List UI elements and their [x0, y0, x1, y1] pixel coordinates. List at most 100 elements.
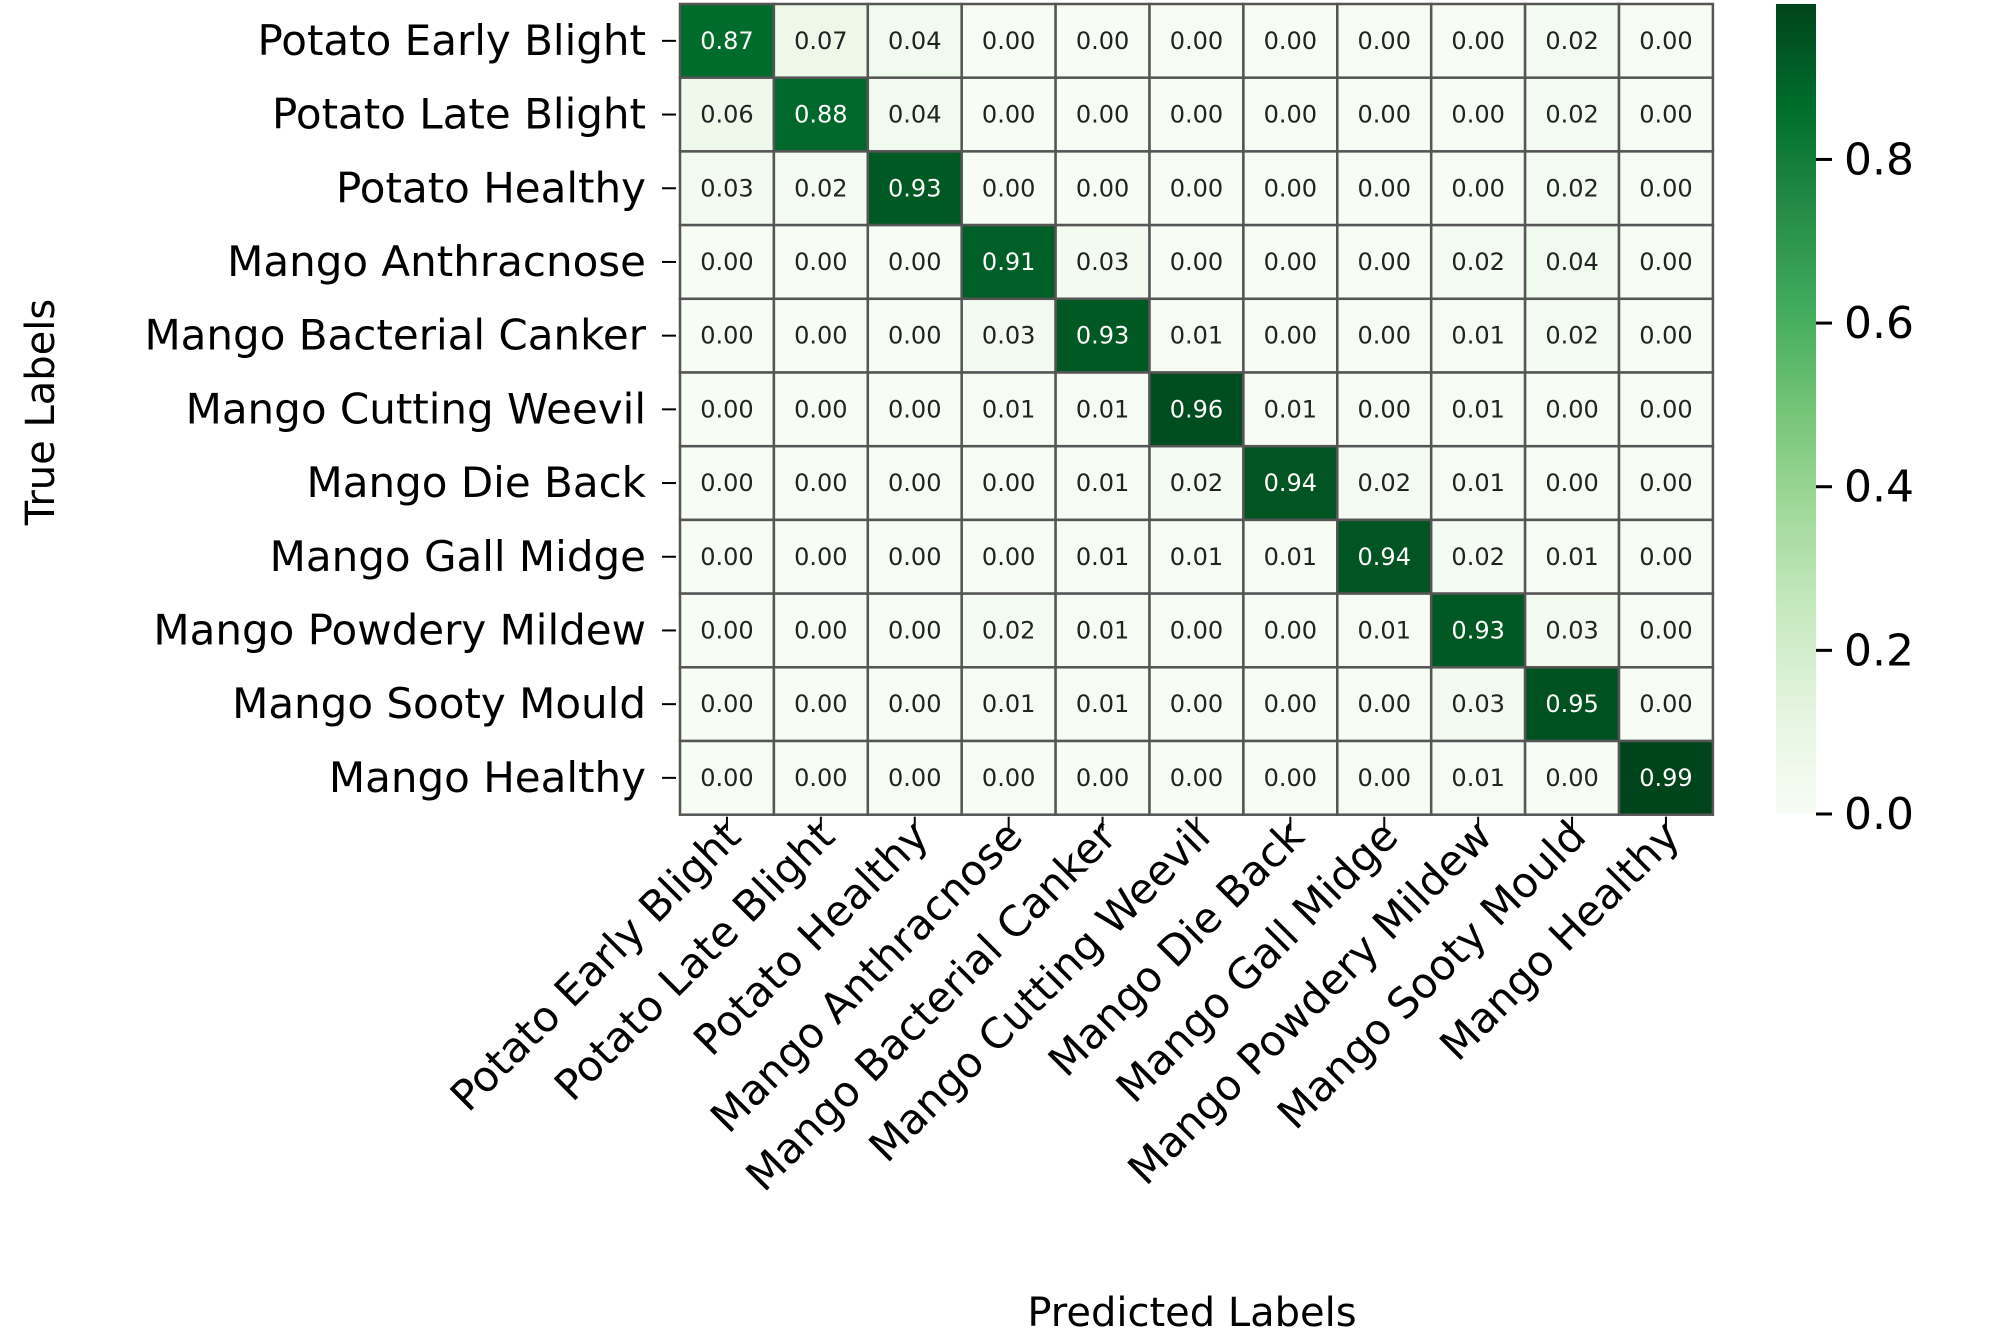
cell-value-label: 0.00	[1639, 395, 1692, 423]
cell-value-label: 0.00	[700, 395, 753, 423]
heatmap-cell	[678, 592, 776, 669]
heatmap-cell	[866, 76, 963, 153]
heatmap-cell	[1429, 371, 1527, 448]
cell-value-label: 0.00	[982, 469, 1035, 497]
heatmap-cell	[1523, 518, 1621, 595]
cell-value-label: 0.00	[888, 395, 941, 423]
cell-value-label: 0.00	[1358, 322, 1411, 350]
heatmap-cell	[1429, 223, 1527, 301]
cell-value-label: 0.02	[1358, 469, 1411, 497]
cell-value-label: 0.00	[700, 764, 753, 792]
cell-value-label: 0.00	[1358, 101, 1411, 129]
cell-value-label: 0.00	[1358, 27, 1411, 55]
cell-value-label: 0.01	[1076, 395, 1129, 423]
heatmap-cell	[866, 223, 963, 301]
heatmap-cell	[1148, 371, 1245, 448]
heatmap-cell	[1429, 444, 1527, 522]
cell-value-label: 0.00	[888, 616, 941, 644]
cell-value-label: 0.00	[1358, 248, 1411, 276]
cell-value-label: 0.00	[888, 248, 941, 276]
heatmap-cell	[1054, 666, 1151, 743]
cell-value-label: 0.00	[794, 764, 847, 792]
heatmap-cell	[866, 666, 963, 743]
heatmap-cell	[1148, 444, 1245, 522]
row-label: Mango Healthy	[329, 753, 646, 802]
cell-value-label: 0.00	[794, 395, 847, 423]
heatmap-cell	[1617, 150, 1715, 227]
cell-value-label: 0.00	[1545, 764, 1598, 792]
heatmap-cell	[1429, 666, 1527, 743]
heatmap-cell	[1242, 592, 1339, 669]
cell-value-label: 0.00	[794, 248, 847, 276]
cell-value-label: 0.00	[1170, 174, 1223, 202]
cell-value-label: 0.00	[700, 469, 753, 497]
cell-value-label: 0.01	[1076, 469, 1129, 497]
heatmap-cell	[1617, 444, 1715, 522]
heatmap-cell	[1148, 76, 1245, 153]
heatmap-cell	[1617, 2, 1715, 79]
cell-value-label: 0.02	[1545, 27, 1598, 55]
heatmap-cell	[1429, 150, 1527, 227]
cell-value-label: 0.00	[1170, 101, 1223, 129]
heatmap-cell	[1336, 592, 1433, 669]
heatmap-cell	[678, 2, 776, 79]
cell-value-label: 0.00	[1264, 764, 1317, 792]
cell-value-label: 0.00	[700, 543, 753, 571]
colorbar-tick-label: 0.6	[1844, 298, 1914, 349]
cell-value-label: 0.00	[1076, 101, 1129, 129]
cell-value-label: 0.00	[888, 469, 941, 497]
heatmap-cell	[1336, 444, 1433, 522]
cell-value-label: 0.00	[982, 764, 1035, 792]
cell-value-label: 0.02	[794, 174, 847, 202]
cell-value-label: 0.00	[1358, 690, 1411, 718]
heatmap-cell	[1242, 518, 1339, 595]
cell-value-label: 0.03	[700, 174, 753, 202]
cell-value-label: 0.01	[1451, 764, 1504, 792]
cell-value-label: 0.01	[1076, 543, 1129, 571]
cell-value-label: 0.00	[700, 322, 753, 350]
cell-value-label: 0.93	[888, 174, 941, 202]
x-axis-label: Predicted Labels	[1027, 1290, 1356, 1336]
heatmap-cell	[1617, 223, 1715, 301]
heatmap-cell	[1617, 666, 1715, 743]
cell-value-label: 0.02	[1545, 101, 1598, 129]
heatmap-cell	[772, 518, 870, 595]
heatmap-cell	[960, 297, 1057, 374]
cell-value-label: 0.00	[1170, 616, 1223, 644]
cell-value-label: 0.04	[888, 27, 941, 55]
heatmap-cell	[1054, 76, 1151, 153]
cell-value-label: 0.01	[1451, 322, 1504, 350]
cell-value-label: 0.00	[1639, 101, 1692, 129]
cell-value-label: 0.01	[1170, 543, 1223, 571]
heatmap-cell	[960, 518, 1057, 595]
heatmap-cell	[1242, 297, 1339, 374]
cell-value-label: 0.00	[982, 27, 1035, 55]
heatmap-cell	[1054, 150, 1151, 227]
cell-value-label: 0.02	[982, 616, 1035, 644]
cell-value-label: 0.87	[700, 27, 753, 55]
colorbar: 0.0 0.2 0.4 0.6 0.8	[1776, 4, 1914, 840]
heatmap-cell	[960, 371, 1057, 448]
cell-value-label: 0.00	[794, 690, 847, 718]
heatmap-cell	[1429, 739, 1527, 816]
heatmap-cell	[1429, 592, 1527, 669]
cell-value-label: 0.95	[1545, 690, 1598, 718]
cell-value-label: 0.00	[1170, 764, 1223, 792]
cell-value-label: 0.02	[1545, 174, 1598, 202]
heatmap-cell	[1617, 592, 1715, 669]
row-label: Mango Die Back	[307, 458, 647, 507]
heatmap-cell	[678, 518, 776, 595]
row-label: Potato Healthy	[336, 163, 646, 212]
heatmap-cell	[866, 592, 963, 669]
row-label: Potato Late Blight	[272, 90, 646, 139]
heatmap-cell	[678, 76, 776, 153]
cell-value-label: 0.00	[888, 690, 941, 718]
colorbar-tick-label: 0.4	[1844, 462, 1914, 513]
cell-value-label: 0.01	[1264, 395, 1317, 423]
cell-value-label: 0.01	[1358, 616, 1411, 644]
cell-value-label: 0.00	[700, 690, 753, 718]
cell-value-label: 0.00	[700, 248, 753, 276]
heatmap-cell	[1617, 739, 1715, 816]
cell-value-label: 0.94	[1358, 543, 1411, 571]
colorbar-ticks: 0.0 0.2 0.4 0.6 0.8	[1816, 134, 1914, 840]
